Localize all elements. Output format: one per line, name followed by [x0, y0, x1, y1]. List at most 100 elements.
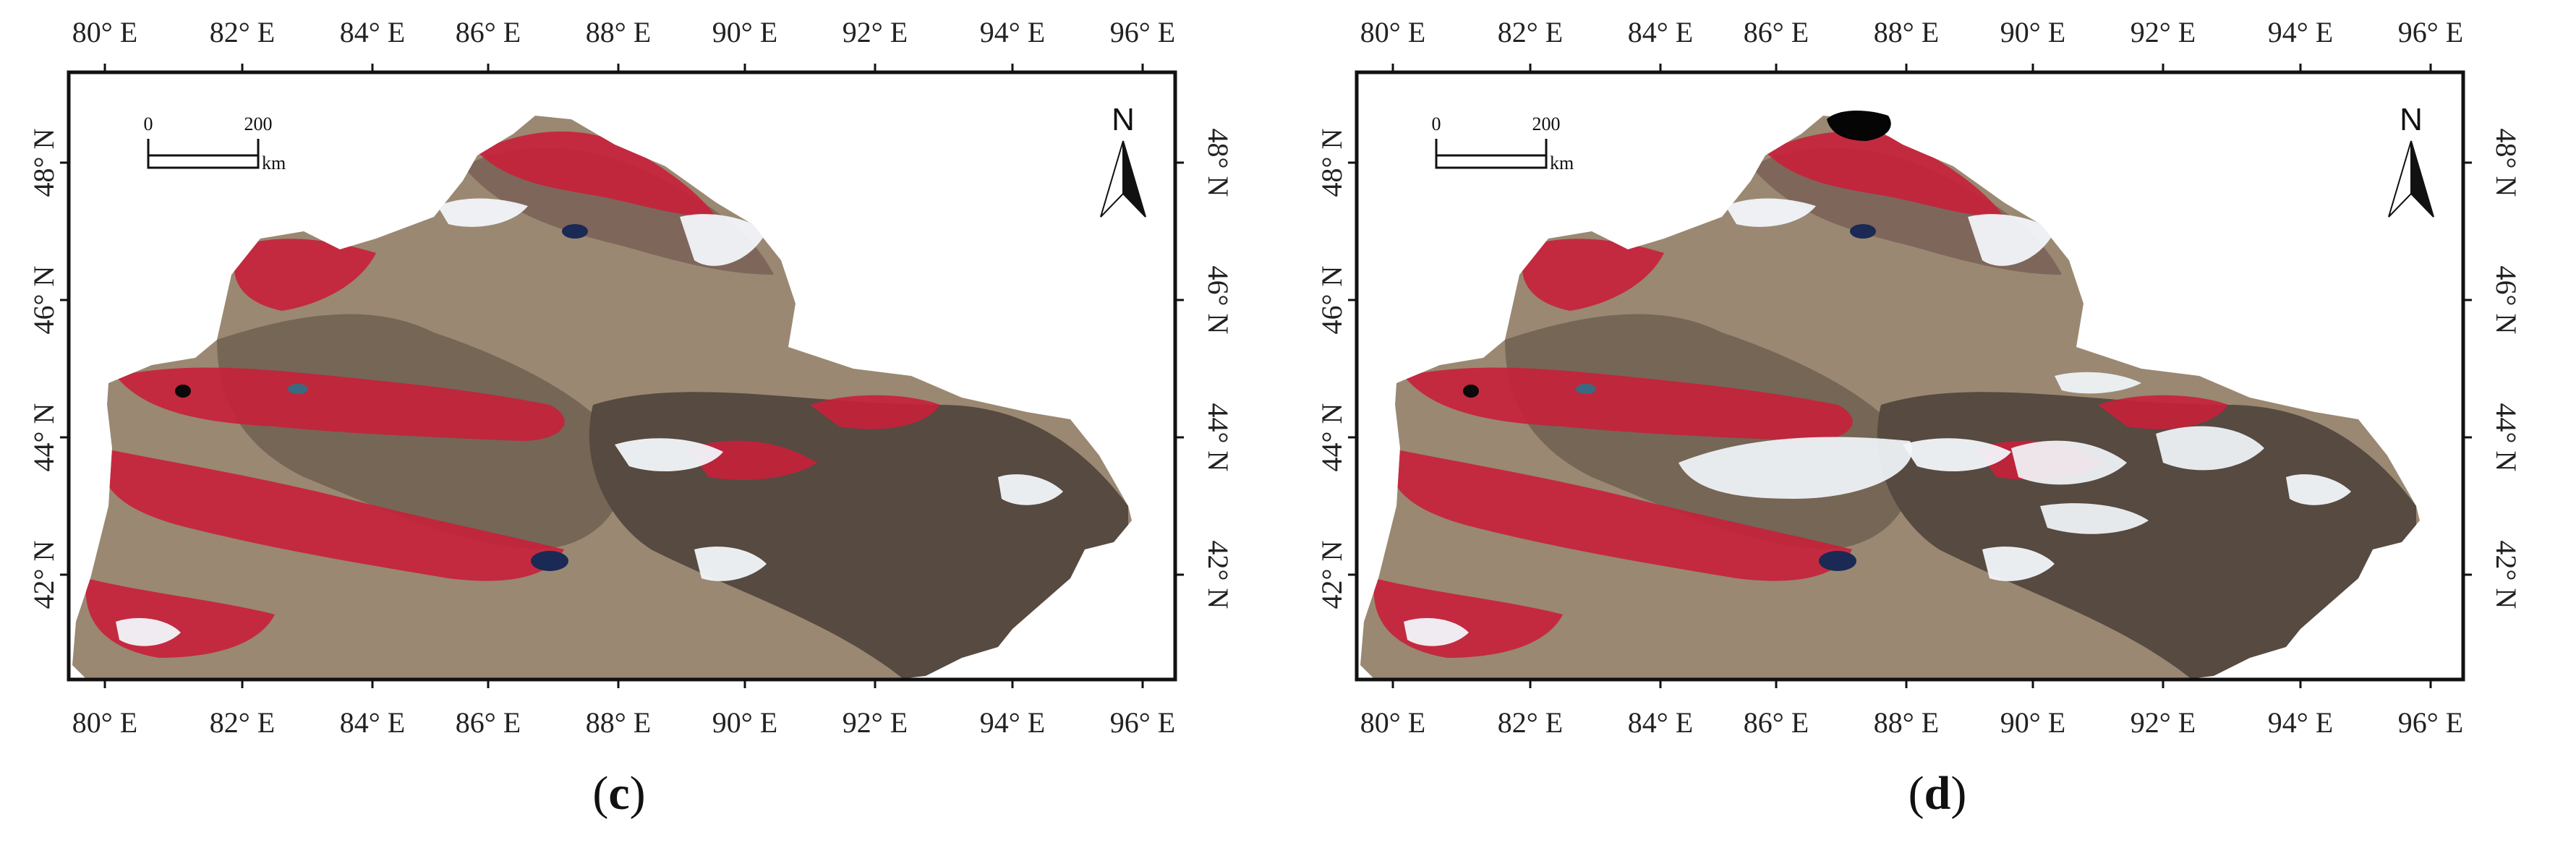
lon-label-bottom: 84° E [1628, 706, 1693, 739]
lon-label-bottom: 96° E [2398, 706, 2463, 739]
scale-bar-unit: km [262, 153, 286, 173]
lon-label-bottom: 86° E [456, 706, 521, 739]
lat-label-right: 42° N [1202, 541, 1234, 609]
vegetation-area [1404, 367, 1853, 441]
vegetation-area [100, 448, 564, 581]
lon-label-top: 88° E [1874, 16, 1939, 48]
lake-ebinur [1576, 384, 1596, 394]
snow-cover [1968, 214, 2055, 266]
lon-label-top: 82° E [210, 16, 275, 48]
lon-label-bottom: 82° E [210, 706, 275, 739]
scale-bar-start: 0 [144, 113, 153, 134]
map-frame [67, 70, 1177, 682]
lon-label-top: 96° E [1110, 16, 1175, 48]
caption-c: (c) [592, 767, 646, 820]
scale-bar-line [1435, 139, 1548, 169]
lon-label-top: 94° E [980, 16, 1045, 48]
north-label: N [1112, 102, 1135, 137]
lon-label-top: 88° E [586, 16, 651, 48]
lat-label-right: 44° N [1202, 403, 1234, 472]
map-panel-c: 80° E 80° E 82° E 82° E 84° E 84° E 86° E 86° E… [27, 16, 1234, 739]
vegetation-area [810, 395, 940, 429]
vegetation-area [234, 239, 376, 311]
lat-label-left: 44° N [27, 403, 60, 472]
lat-label-right: 44° N [2490, 403, 2522, 472]
cloud-cover [2040, 503, 2149, 534]
map-frame [1355, 70, 2465, 682]
cloud-cover [1679, 437, 1913, 499]
lon-label-bottom: 82° E [1498, 706, 1563, 739]
north-arrow-right-half [1122, 140, 1146, 218]
lon-label-top: 90° E [712, 16, 777, 48]
lon-label-top: 96° E [2398, 16, 2463, 48]
no-data-patch [1827, 111, 1891, 141]
scale-bar-line [147, 139, 260, 169]
lon-label-top: 92° E [843, 16, 908, 48]
lon-label-top: 92° E [2131, 16, 2196, 48]
lon-label-bottom: 86° E [1744, 706, 1809, 739]
lon-label-top: 80° E [1360, 16, 1425, 48]
lon-label-top: 84° E [340, 16, 405, 48]
scale-bar: 0 200 km [1432, 113, 1574, 173]
cloud-cover [2011, 440, 2127, 485]
lake-ulungur [562, 224, 588, 239]
lat-label-right: 46° N [1202, 266, 1234, 335]
lat-label-left: 42° N [27, 541, 60, 609]
vegetation-area [1522, 239, 1664, 311]
lon-label-top: 94° E [2268, 16, 2333, 48]
lon-label-bottom: 80° E [72, 706, 137, 739]
lon-label-bottom: 88° E [1874, 706, 1939, 739]
vegetation-area [116, 367, 565, 441]
lat-label-right: 42° N [2490, 541, 2522, 609]
vegetation-area [2098, 395, 2228, 429]
map-panel-d: 80° E 80° E 82° E 82° E 84° E 84° E 86° E 86° E… [1315, 16, 2522, 739]
lat-label-right: 48° N [2490, 129, 2522, 197]
snow-cover [1404, 618, 1469, 646]
lake-ulungur [1850, 224, 1876, 239]
vegetation-area [1388, 448, 1852, 581]
lon-label-bottom: 94° E [980, 706, 1045, 739]
cloud-cover [2156, 426, 2264, 471]
lat-label-right: 46° N [2490, 266, 2522, 335]
lat-label-left: 48° N [27, 129, 60, 197]
lon-label-top: 84° E [1628, 16, 1693, 48]
lon-label-bottom: 94° E [2268, 706, 2333, 739]
lake-sayram [175, 385, 191, 398]
north-arrow-icon: N [2388, 102, 2434, 218]
lon-label-top: 86° E [1744, 16, 1809, 48]
snow-cover [116, 618, 181, 646]
lon-label-bottom: 90° E [712, 706, 777, 739]
north-arrow-icon: N [1100, 102, 1146, 218]
north-label: N [2400, 102, 2423, 137]
lake-bosten [1819, 551, 1856, 571]
lon-label-bottom: 90° E [2000, 706, 2065, 739]
lat-label-left: 46° N [1315, 266, 1348, 335]
lon-label-bottom: 80° E [1360, 706, 1425, 739]
scale-bar: 0 200 km [144, 113, 286, 173]
lon-label-top: 90° E [2000, 16, 2065, 48]
lon-label-bottom: 96° E [1110, 706, 1175, 739]
lat-label-left: 46° N [27, 266, 60, 335]
lat-label-right: 48° N [1202, 129, 1234, 197]
vegetation-area [477, 131, 716, 217]
lake-bosten [531, 551, 568, 571]
lat-label-left: 42° N [1315, 541, 1348, 609]
north-arrow-right-half [2410, 140, 2434, 218]
scale-bar-end: 200 [244, 113, 273, 134]
lake-sayram [1463, 385, 1479, 398]
lon-label-bottom: 84° E [340, 706, 405, 739]
lon-label-top: 86° E [456, 16, 521, 48]
snow-cover [694, 546, 767, 581]
lake-ebinur [288, 384, 308, 394]
snow-cover [2286, 474, 2351, 505]
caption-d: (d) [1908, 767, 1967, 820]
snow-cover [1726, 198, 1816, 227]
snow-cover [1903, 438, 2011, 472]
lat-label-left: 48° N [1315, 129, 1348, 197]
snow-cover [998, 474, 1063, 505]
snow-cover [680, 214, 767, 266]
lon-label-top: 82° E [1498, 16, 1563, 48]
snow-cover [615, 438, 723, 472]
vegetation-area [1765, 131, 2004, 217]
scale-bar-end: 200 [1532, 113, 1561, 134]
